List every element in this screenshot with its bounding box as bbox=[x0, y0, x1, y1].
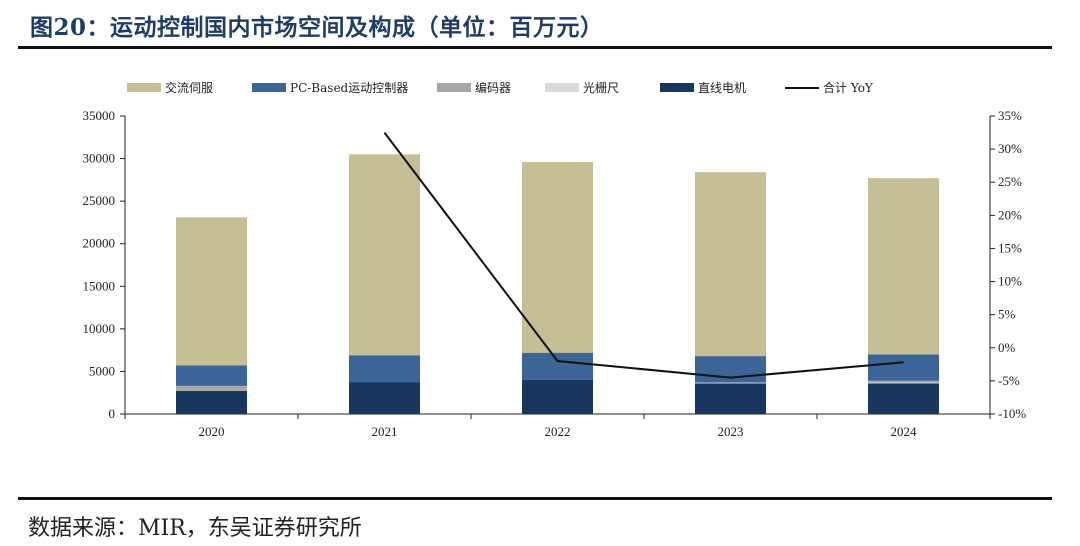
legend-label: 光栅尺 bbox=[583, 80, 619, 95]
bar-segment bbox=[868, 383, 939, 414]
bar-segment bbox=[695, 383, 766, 414]
bar-segment bbox=[522, 379, 593, 414]
page-title: 图20：运动控制国内市场空间及构成（单位：百万元） bbox=[30, 14, 604, 41]
y2-tick-label: 5% bbox=[998, 307, 1016, 322]
yoy-line-series bbox=[383, 131, 904, 379]
source-note: 数据来源：MIR，东吴证券研究所 bbox=[28, 516, 362, 541]
bar-segment bbox=[349, 382, 420, 414]
x-tick-label: 2022 bbox=[545, 424, 571, 439]
y-tick-label: 10000 bbox=[83, 321, 116, 336]
y-tick-label: 15000 bbox=[83, 278, 116, 293]
bar-segment bbox=[349, 154, 420, 356]
x-tick-label: 2020 bbox=[199, 424, 225, 439]
legend-label: 直线电机 bbox=[698, 81, 746, 95]
y-tick-label: 35000 bbox=[83, 108, 116, 123]
legend-swatch bbox=[545, 83, 579, 92]
bar-segment bbox=[695, 172, 766, 357]
bar-segment bbox=[868, 354, 939, 381]
y-tick-label: 20000 bbox=[83, 236, 116, 251]
legend-swatch bbox=[660, 83, 694, 92]
y2-tick-label: 15% bbox=[998, 240, 1022, 255]
y2-tick-label: 20% bbox=[998, 207, 1022, 222]
bar-segment bbox=[349, 355, 420, 383]
legend-label: 交流伺服 bbox=[165, 80, 213, 95]
bar-segment bbox=[176, 391, 247, 414]
y2-tick-label: -5% bbox=[998, 373, 1020, 388]
x-tick-label: 2023 bbox=[718, 424, 744, 439]
y2-tick-label: 10% bbox=[998, 274, 1022, 289]
bar-segment bbox=[868, 382, 939, 384]
chart-legend: 交流伺服 PC-Based运动控制器 编码器 光栅尺 直线电机 合计 YoY bbox=[127, 80, 874, 95]
bar-segment bbox=[522, 161, 593, 353]
bar-segment bbox=[176, 365, 247, 386]
y2-tick-label: 25% bbox=[998, 174, 1022, 189]
x-tick-label: 2021 bbox=[372, 424, 398, 439]
bar-segment bbox=[695, 382, 766, 384]
bar-segment bbox=[868, 178, 939, 355]
y2-tick-label: 35% bbox=[998, 108, 1022, 123]
chart-bars bbox=[176, 154, 939, 414]
y2-tick-label: -10% bbox=[998, 406, 1026, 421]
legend-swatch bbox=[127, 83, 161, 92]
y-tick-label: 25000 bbox=[83, 193, 116, 208]
bar-segment bbox=[868, 380, 939, 383]
x-tick-label: 2024 bbox=[891, 424, 918, 439]
legend-label: 编码器 bbox=[475, 80, 511, 95]
footer-divider bbox=[18, 497, 1052, 500]
y-tick-label: 5000 bbox=[89, 363, 115, 378]
title-divider bbox=[18, 46, 1052, 49]
bar-segment bbox=[176, 217, 247, 366]
legend-label: PC-Based运动控制器 bbox=[290, 81, 408, 95]
legend-swatch bbox=[252, 83, 286, 92]
legend-swatch bbox=[437, 83, 471, 92]
yoy-line bbox=[383, 131, 904, 379]
bar-segment bbox=[176, 385, 247, 392]
y-tick-label: 30000 bbox=[83, 151, 116, 166]
y-tick-label: 0 bbox=[109, 406, 116, 421]
y2-tick-label: 30% bbox=[998, 141, 1022, 156]
y2-tick-label: 0% bbox=[998, 340, 1016, 355]
chart-axes: 0 5000 10000 15000 20000 25000 30000 35000 -10% -… bbox=[83, 108, 1027, 439]
bar-segment bbox=[522, 352, 593, 380]
legend-label: 合计 YoY bbox=[823, 80, 874, 95]
